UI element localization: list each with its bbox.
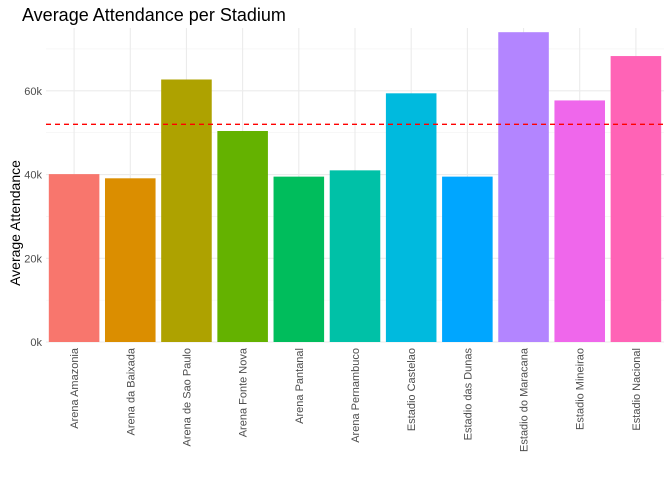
bar (217, 130, 268, 342)
chart-title: Average Attendance per Stadium (22, 5, 286, 25)
x-tick-label: Arena Pantanal (294, 348, 306, 424)
bar (554, 100, 606, 342)
bar (48, 174, 100, 342)
bar (161, 79, 212, 342)
bar (329, 170, 381, 342)
x-tick-label: Arena da Baixada (125, 347, 137, 435)
x-tick-label: Arena de Sao Paulo (181, 348, 193, 446)
y-ticks: 0k 20k 40k 60k (24, 86, 42, 349)
x-ticks: Arena Amazonia Arena da Baixada Arena de S… (69, 347, 643, 452)
y-axis-label: Average Attendance (7, 160, 23, 286)
bar (442, 176, 493, 342)
x-tick-label: Estadio Nacional (631, 348, 643, 431)
x-tick-label: Estadio das Dunas (462, 348, 474, 441)
x-tick-label: Arena Pernambuco (350, 348, 362, 443)
y-tick-label: 40k (24, 170, 42, 182)
bars (48, 32, 662, 343)
x-tick-label: Estadio do Maracana (519, 347, 531, 452)
y-tick-label: 60k (24, 86, 42, 98)
bar (610, 56, 662, 343)
y-tick-label: 0k (30, 337, 42, 349)
x-tick-label: Arena Amazonia (69, 347, 81, 429)
bar (498, 32, 549, 342)
x-tick-label: Estadio Mineirao (575, 348, 587, 430)
y-tick-label: 20k (24, 253, 42, 265)
bar (273, 176, 325, 342)
bar (104, 178, 156, 342)
bar (385, 93, 437, 342)
x-tick-label: Estadio Castelao (406, 348, 418, 431)
x-tick-label: Arena Fonte Nova (238, 347, 250, 437)
